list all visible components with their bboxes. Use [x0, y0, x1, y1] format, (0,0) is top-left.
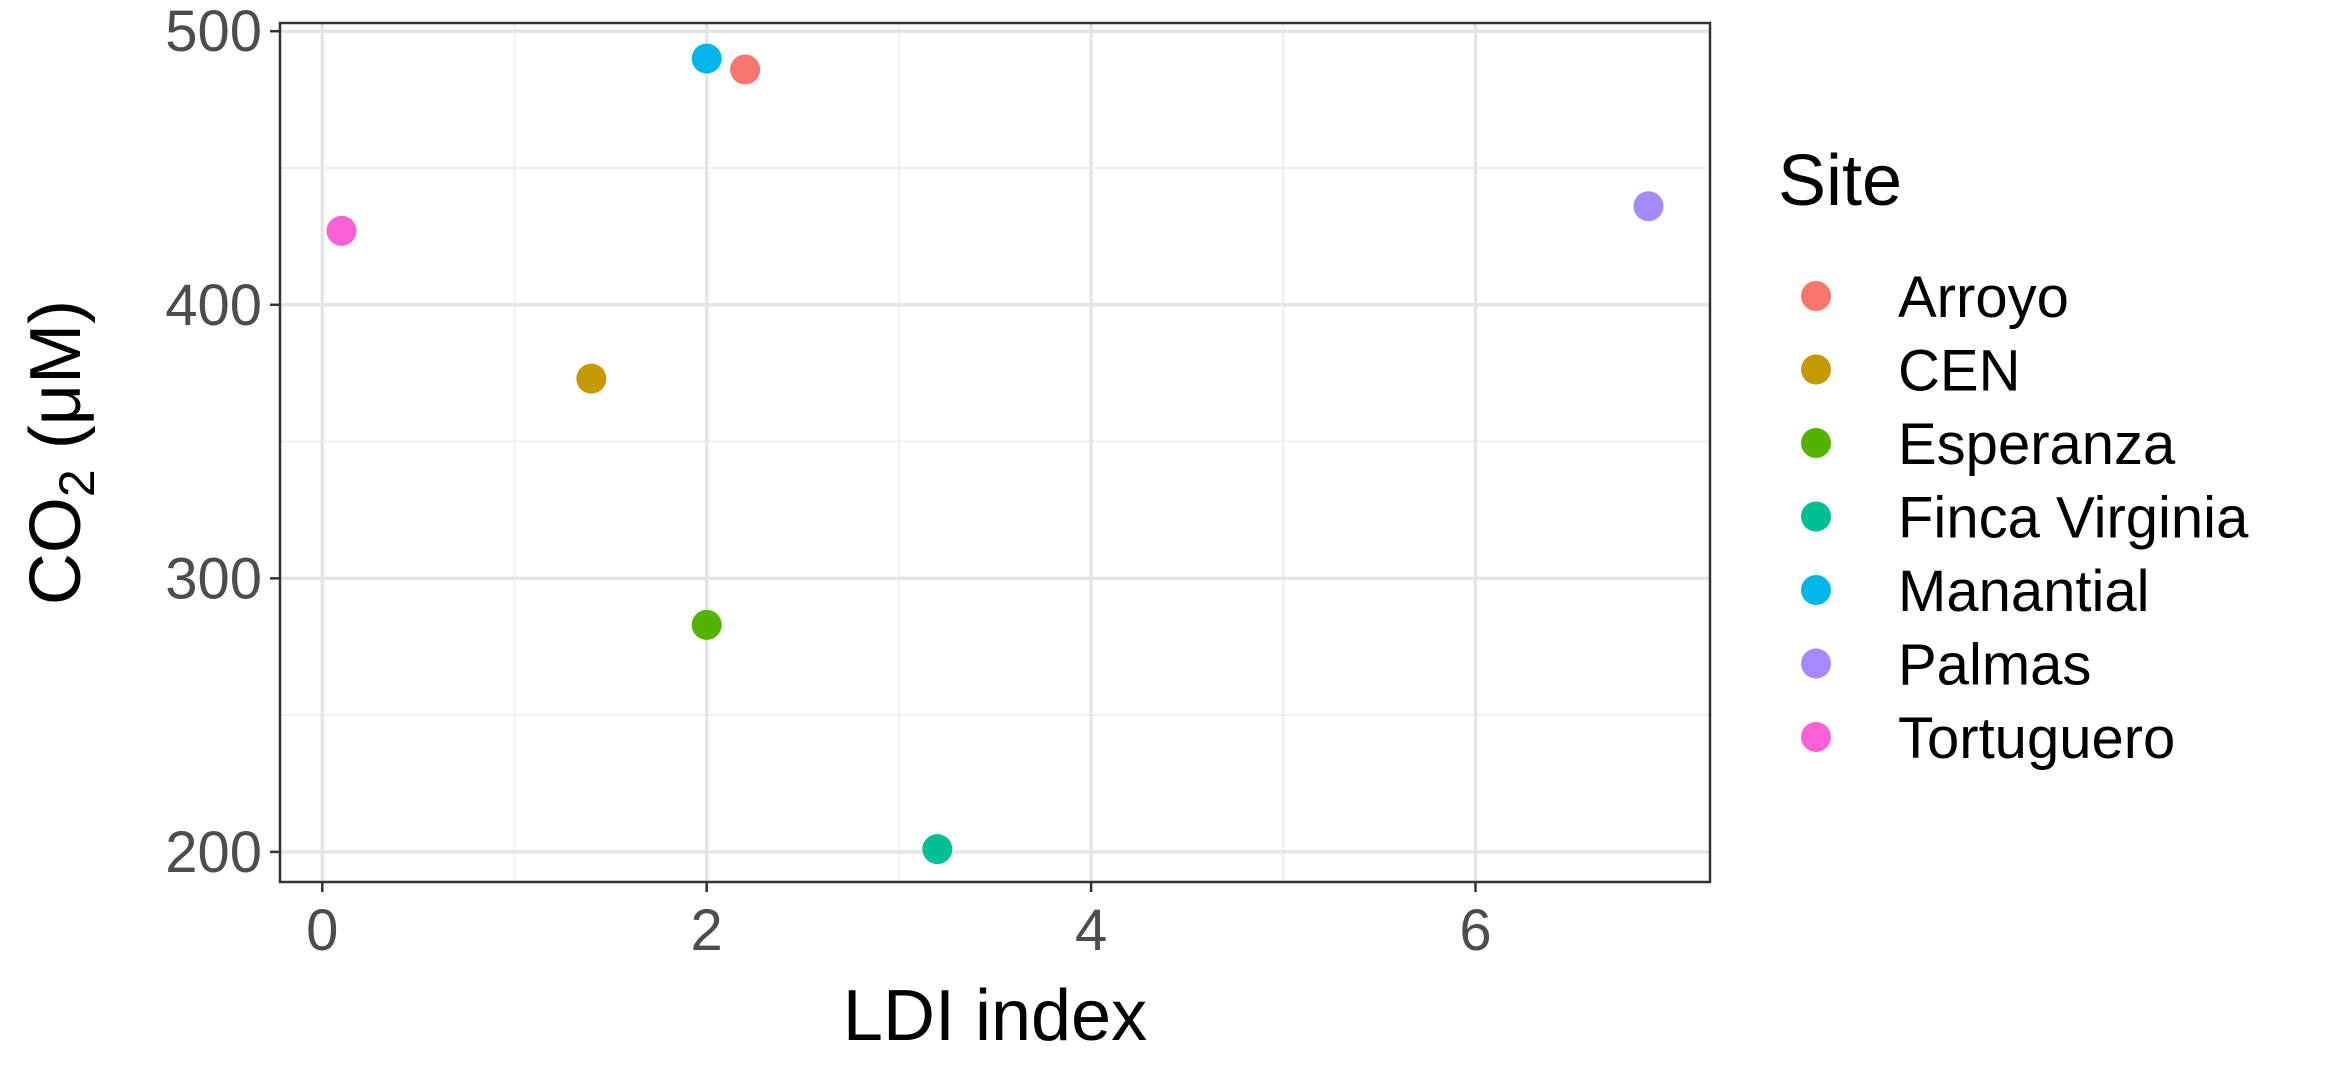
y-tick-label: 200: [165, 820, 262, 885]
data-point: [326, 215, 357, 246]
y-tick-label: 400: [165, 273, 262, 338]
data-point: [922, 834, 953, 865]
x-tick-label: 6: [1459, 898, 1491, 963]
legend-label: Tortuguero: [1898, 706, 2175, 771]
panel-border: [278, 21, 1712, 884]
x-axis-title: LDI index: [843, 976, 1147, 1056]
legend-key: [1801, 575, 1831, 605]
legend-key: [1801, 354, 1831, 385]
data-point: [691, 609, 722, 640]
legend: Site Arroyo CEN Esperanza Finca Virginia Man…: [1778, 141, 2249, 771]
data-points: [326, 43, 1664, 865]
data-point: [691, 43, 722, 74]
legend-title: Site: [1778, 141, 1902, 221]
legend-key: [1801, 648, 1831, 679]
legend-key: [1801, 722, 1831, 752]
data-point: [1633, 191, 1664, 222]
data-point: [576, 363, 607, 394]
y-axis: 200 300 400 500: [165, 0, 280, 885]
major-gridlines: [280, 23, 1710, 882]
legend-label: Arroyo: [1898, 265, 2069, 330]
minor-gridlines: [280, 23, 1710, 882]
y-axis-title-prefix: CO: [16, 497, 96, 605]
legend-key: [1801, 428, 1831, 458]
x-tick-label: 0: [306, 898, 338, 963]
data-point: [730, 54, 761, 85]
legend-label: Finca Virginia: [1898, 486, 2249, 551]
x-tick-label: 4: [1075, 898, 1107, 963]
y-tick-label: 300: [165, 546, 262, 611]
legend-key: [1801, 501, 1831, 532]
legend-label: Manantial: [1898, 559, 2149, 624]
legend-label: Esperanza: [1898, 412, 2176, 477]
legend-key: [1801, 281, 1831, 311]
y-axis-title-subscript: 2: [49, 469, 105, 497]
y-tick-label: 500: [165, 0, 262, 64]
legend-label: Palmas: [1898, 633, 2091, 698]
y-axis-title-suffix: (μM): [16, 300, 96, 469]
x-axis: 0 2 4 6: [306, 882, 1492, 963]
x-tick-label: 2: [691, 898, 723, 963]
y-axis-title: CO2 (μM): [16, 300, 105, 605]
legend-label: CEN: [1898, 339, 2020, 404]
legend-items: Arroyo CEN Esperanza Finca Virginia Manantia…: [1801, 265, 2249, 771]
